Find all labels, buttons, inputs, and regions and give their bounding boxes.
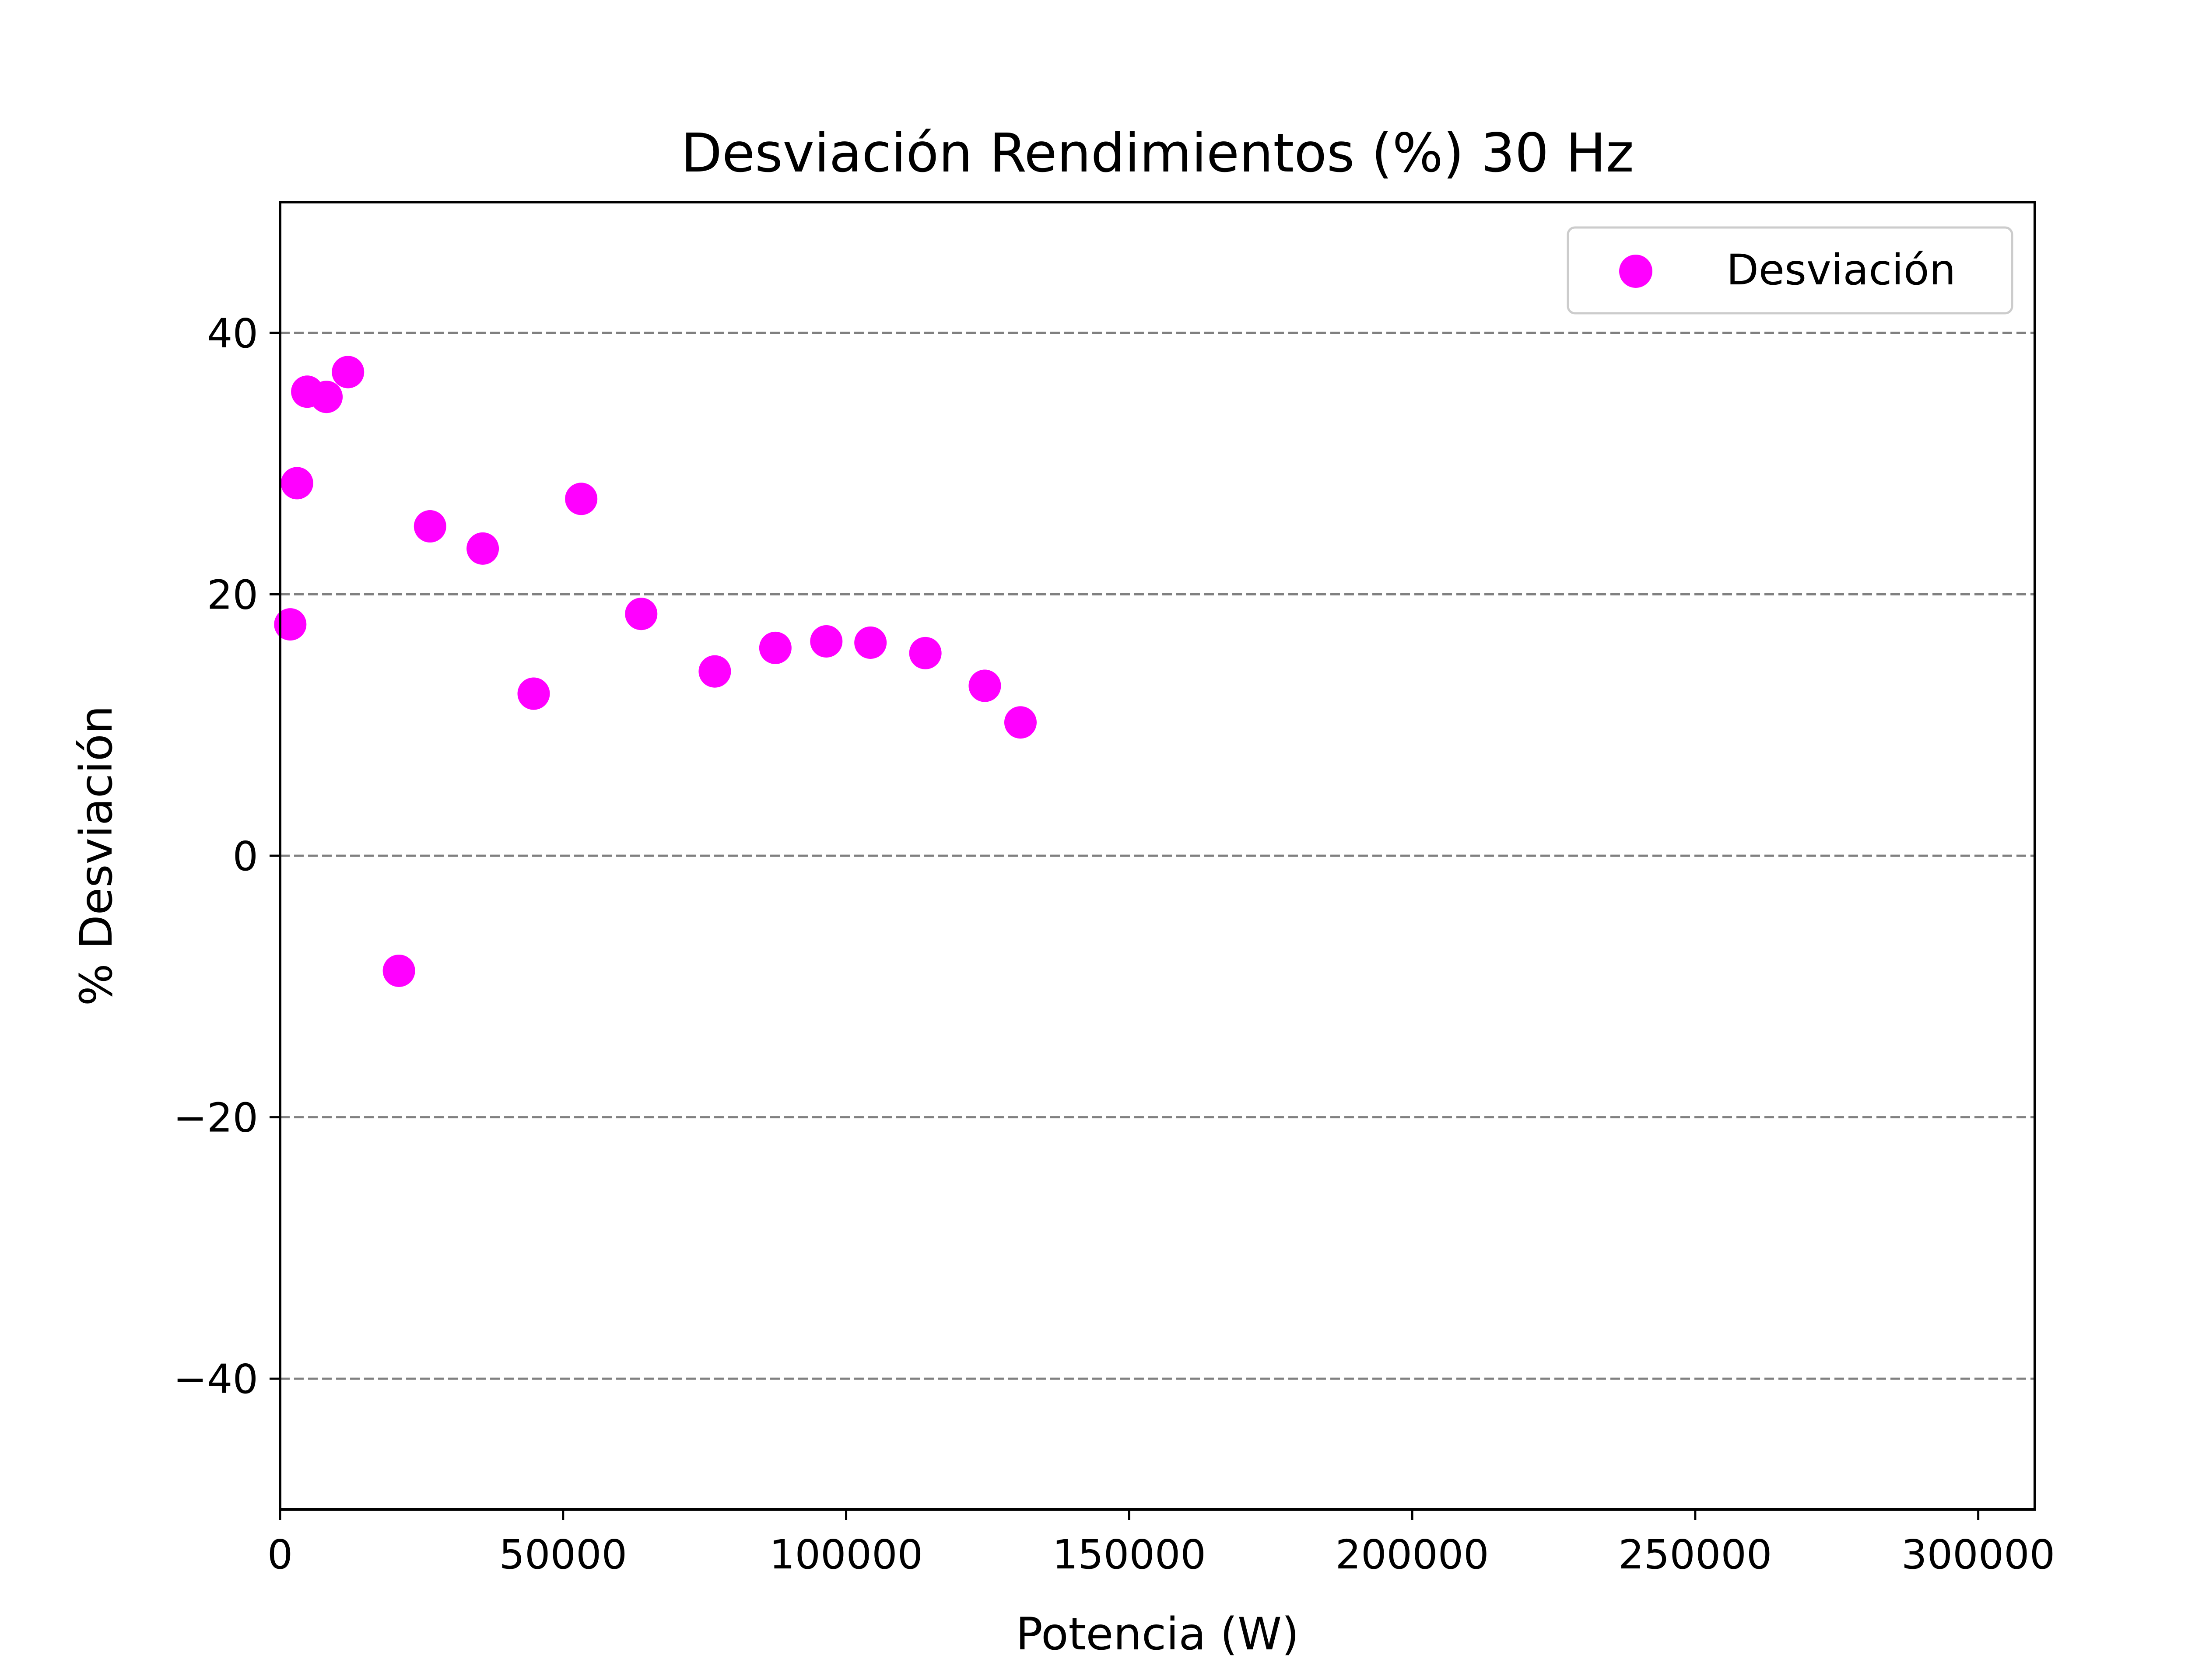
data-point-0-4 <box>332 356 365 388</box>
data-points <box>274 356 1037 987</box>
data-point-0-3 <box>310 381 343 413</box>
legend-marker <box>1619 255 1652 288</box>
data-point-0-0 <box>274 608 307 641</box>
data-point-0-7 <box>466 532 499 565</box>
y-tick-label-3: 20 <box>207 571 258 618</box>
legend-box <box>1567 226 2013 315</box>
data-point-0-6 <box>414 510 446 543</box>
legend-label: Desviación <box>1726 245 1956 294</box>
data-point-0-1 <box>281 467 313 500</box>
y-tick-label-0: −40 <box>173 1356 258 1403</box>
y-tick-label-2: 0 <box>232 833 258 880</box>
x-tick-label-6: 300000 <box>1901 1531 2055 1578</box>
data-point-0-16 <box>968 669 1001 702</box>
x-tick-label-4: 200000 <box>1335 1531 1489 1578</box>
data-point-0-11 <box>698 655 731 688</box>
data-point-0-9 <box>565 483 598 515</box>
legend: Desviación <box>1567 226 2013 315</box>
x-tick-label-2: 100000 <box>769 1531 923 1578</box>
data-point-0-8 <box>517 677 550 710</box>
data-point-0-15 <box>909 637 942 669</box>
data-point-0-13 <box>810 625 843 658</box>
x-tick-label-0: 0 <box>267 1531 293 1578</box>
chart-title: Desviación Rendimientos (%) 30 Hz <box>681 122 1634 184</box>
data-point-0-5 <box>382 954 415 987</box>
y-tick-label-4: 40 <box>207 310 258 357</box>
x-tick-label-3: 150000 <box>1052 1531 1206 1578</box>
y-axis-label: % Desviación <box>70 706 123 1006</box>
data-point-0-10 <box>625 598 658 630</box>
x-axis-ticks: 0 50000 100000 150000 200000 250000 300000 <box>267 1509 2055 1578</box>
x-axis-label: Potencia (W) <box>1016 1608 1299 1660</box>
y-axis-ticks: −40 −20 0 20 40 <box>173 310 280 1403</box>
x-tick-label-1: 50000 <box>499 1531 627 1578</box>
data-point-0-14 <box>854 626 887 659</box>
grid <box>280 332 2035 1380</box>
x-tick-label-5: 250000 <box>1618 1531 1772 1578</box>
y-tick-label-1: −20 <box>173 1095 258 1141</box>
data-point-0-12 <box>759 631 792 664</box>
data-point-0-17 <box>1004 706 1037 739</box>
